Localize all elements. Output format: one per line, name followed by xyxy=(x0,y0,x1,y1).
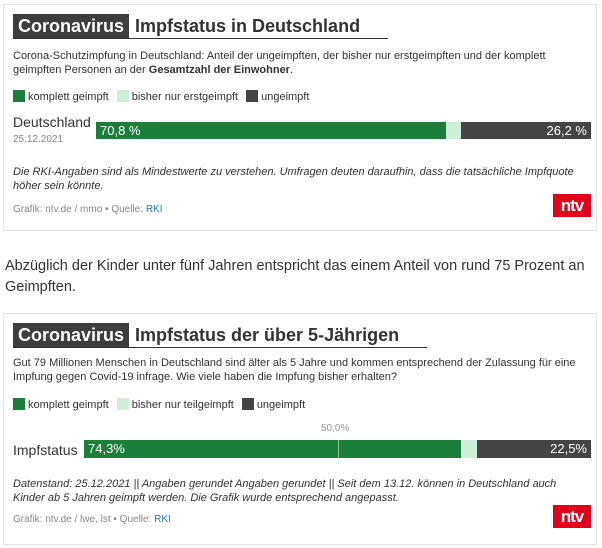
source-link[interactable]: RKI xyxy=(154,514,171,525)
chart-card-1: Coronavirus Impfstatus in Deutschland Co… xyxy=(3,4,597,231)
midline xyxy=(337,440,339,458)
chart-description: Gut 79 Millionen Menschen in Deutschland… xyxy=(13,357,576,383)
midline-label: 50,0% xyxy=(321,423,350,434)
chart-note: Die RKI-Angaben sind als Mindestwerte zu… xyxy=(13,166,574,192)
chart-note: Datenstand: 25.12.2021 || Angaben gerund… xyxy=(13,478,557,504)
chart-description: Corona-Schutzimpfung in Deutschland: Ant… xyxy=(13,49,588,77)
topic-tag: Coronavirus xyxy=(13,14,130,38)
ntv-logo: ntv xyxy=(553,505,591,528)
legend-item-full: komplett geimpft xyxy=(13,90,109,103)
chart-title: Impfstatus der über 5-Jährigen xyxy=(135,325,400,345)
label-none: 22,5% xyxy=(550,441,587,456)
chart-card-2: Coronavirus Impfstatus der über 5-Jährig… xyxy=(3,313,597,545)
segment-none xyxy=(476,440,591,458)
stacked-bar: 70,8 % 26,2 % xyxy=(96,122,591,139)
topic-tag: Coronavirus xyxy=(13,323,130,347)
desc-end: . xyxy=(289,64,294,76)
legend-item-partial: bisher nur teilgeimpft xyxy=(116,398,234,411)
credit: Grafik: ntv.de / lwe, lst • Quelle: RKI xyxy=(13,514,171,525)
chart-title: Impfstatus in Deutschland xyxy=(135,16,361,36)
segment-partial xyxy=(460,440,477,458)
source-link[interactable]: RKI xyxy=(145,204,163,215)
segment-full xyxy=(96,122,447,139)
stacked-bar: 74,3% 22,5% xyxy=(84,440,591,458)
label-full: 74,3% xyxy=(88,441,125,456)
credit: Grafik: ntv.de / mmo • Quelle: RKI xyxy=(13,204,163,215)
row-date: 25.12.2021 xyxy=(13,134,64,145)
legend-item-none: ungeimpft xyxy=(241,398,305,411)
ntv-logo: ntv xyxy=(553,194,591,217)
legend: komplett geimpft bisher nur erstgeimpft … xyxy=(13,90,309,103)
segment-partial xyxy=(446,122,462,139)
legend: komplett geimpft bisher nur teilgeimpft … xyxy=(13,398,305,411)
legend-item-full: komplett geimpft xyxy=(13,398,109,411)
card-header: Coronavirus Impfstatus der über 5-Jährig… xyxy=(13,323,428,348)
legend-item-none: ungeimpft xyxy=(246,90,309,103)
row-label: Impfstatus xyxy=(13,442,78,458)
desc-text: Corona-Schutzimpfung in Deutschland: Ant… xyxy=(13,50,546,76)
segment-none xyxy=(461,122,591,139)
desc-bold: Gesamtzahl der Einwohner xyxy=(148,64,290,76)
segment-full xyxy=(84,440,461,458)
legend-item-partial: bisher nur erstgeimpft xyxy=(116,90,238,103)
label-none: 26,2 % xyxy=(546,123,587,138)
row-label: Deutschland xyxy=(13,114,91,130)
article-paragraph: Abzüglich der Kinder unter fünf Jahren e… xyxy=(5,258,585,295)
label-full: 70,8 % xyxy=(100,123,141,138)
card-header: Coronavirus Impfstatus in Deutschland xyxy=(13,14,389,39)
